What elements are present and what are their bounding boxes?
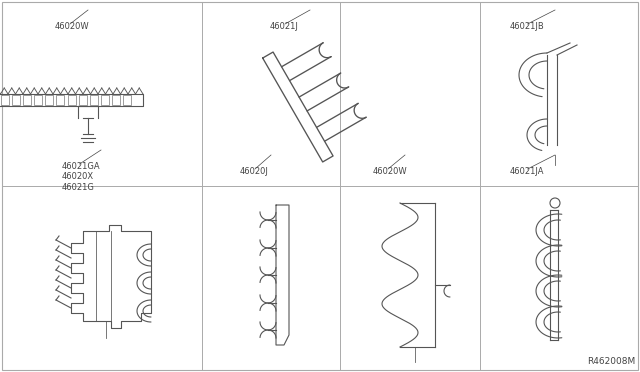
Bar [79,95,87,105]
Text: 46021GA
46020X
46021G: 46021GA 46020X 46021G [62,162,100,192]
Text: 46021J: 46021J [270,22,299,31]
Bar [101,95,109,105]
Bar [112,95,120,105]
Bar [123,95,131,105]
Text: 46020W: 46020W [55,22,90,31]
Bar [56,95,64,105]
Bar [34,95,42,105]
Bar [45,95,53,105]
Bar [1,95,9,105]
Text: 46021JB: 46021JB [510,22,545,31]
Text: R462008M: R462008M [587,357,635,366]
Bar [68,95,76,105]
Text: 46020J: 46020J [240,167,269,176]
Bar [90,95,98,105]
Text: 46021JA: 46021JA [510,167,545,176]
Bar [12,95,20,105]
Bar [23,95,31,105]
Text: 46020W: 46020W [373,167,408,176]
